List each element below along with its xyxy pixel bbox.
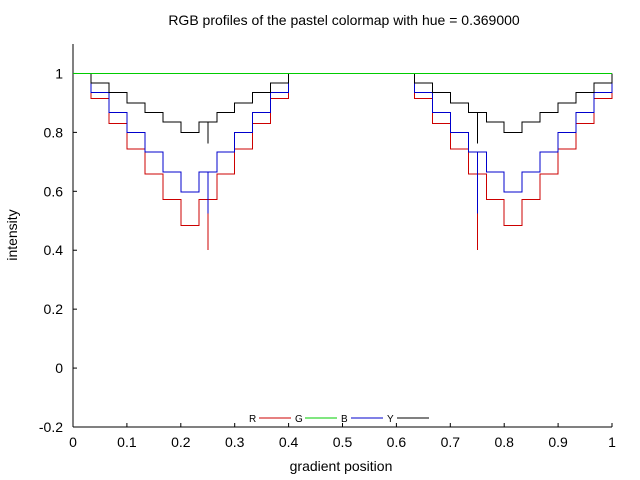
x-tick-label: 0.9 bbox=[548, 434, 568, 450]
legend-label-r: R bbox=[249, 414, 256, 425]
y-tick-label: -0.2 bbox=[39, 419, 63, 435]
y-tick-label: 0.8 bbox=[44, 124, 64, 140]
y-axis-label: intensity bbox=[4, 209, 20, 260]
chart-title: RGB profiles of the pastel colormap with… bbox=[168, 12, 520, 28]
x-tick-label: 0.7 bbox=[441, 434, 461, 450]
series-layer bbox=[73, 72, 613, 251]
x-tick-label: 0.8 bbox=[494, 434, 514, 450]
y-tick-label: 0 bbox=[55, 360, 63, 376]
y-tick-label: 1 bbox=[55, 65, 63, 81]
x-tick-label: 0.5 bbox=[333, 434, 353, 450]
x-tick-label: 0.1 bbox=[117, 434, 137, 450]
legend-label-g: G bbox=[295, 414, 303, 425]
x-axis-label: gradient position bbox=[290, 458, 393, 474]
y-tick-label: 0.4 bbox=[44, 242, 64, 258]
y-tick-label: 0.6 bbox=[44, 183, 64, 199]
x-tick-label: 0.2 bbox=[171, 434, 191, 450]
axes: 0 0.1 0.2 0.3 0.4 0.5 0.6 0.7 0.8 0.9 1 -0.2 0 0.2 0.4… bbox=[39, 44, 616, 450]
x-tick-label: 0.6 bbox=[387, 434, 407, 450]
series-line-y bbox=[73, 72, 613, 133]
legend-label-y: Y bbox=[387, 414, 394, 425]
legend-label-b: B bbox=[341, 414, 348, 425]
x-tick-label: 1 bbox=[608, 434, 616, 450]
x-tick-label: 0.3 bbox=[225, 434, 245, 450]
x-tick-label: 0 bbox=[69, 434, 77, 450]
y-tick-label: 0.2 bbox=[44, 301, 64, 317]
x-tick-label: 0.4 bbox=[279, 434, 299, 450]
series-line-r bbox=[73, 72, 613, 226]
